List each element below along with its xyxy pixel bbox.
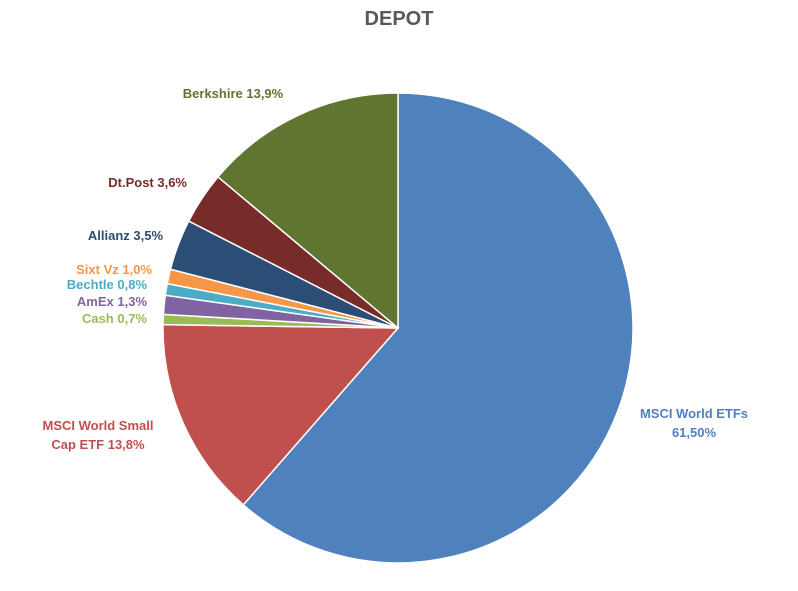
slice-label-cash: Cash 0,7% (82, 311, 147, 326)
slice-label-amex: AmEx 1,3% (77, 294, 148, 309)
pie-slice-msci-world-etfs (242, 92, 634, 564)
slice-label-msci-world-etfs: MSCI World ETFs 61,50% (640, 406, 748, 440)
slice-label-msci-world-small-cap-etf: MSCI World Small Cap ETF 13,8% (43, 418, 154, 452)
pie-slice-msci-world-small-cap-etf (162, 323, 400, 506)
chart-title: DEPOT (364, 8, 434, 30)
slice-label-bechtle: Bechtle 0,8% (67, 277, 148, 292)
pie-slice-berkshire (216, 92, 399, 330)
slice-label-sixt-vz: Sixt Vz 1,0% (76, 262, 152, 277)
slice-label-allianz: Allianz 3,5% (88, 228, 164, 243)
slice-label-dt-post: Dt.Post 3,6% (108, 175, 187, 190)
slice-label-berkshire: Berkshire 13,9% (183, 86, 284, 101)
